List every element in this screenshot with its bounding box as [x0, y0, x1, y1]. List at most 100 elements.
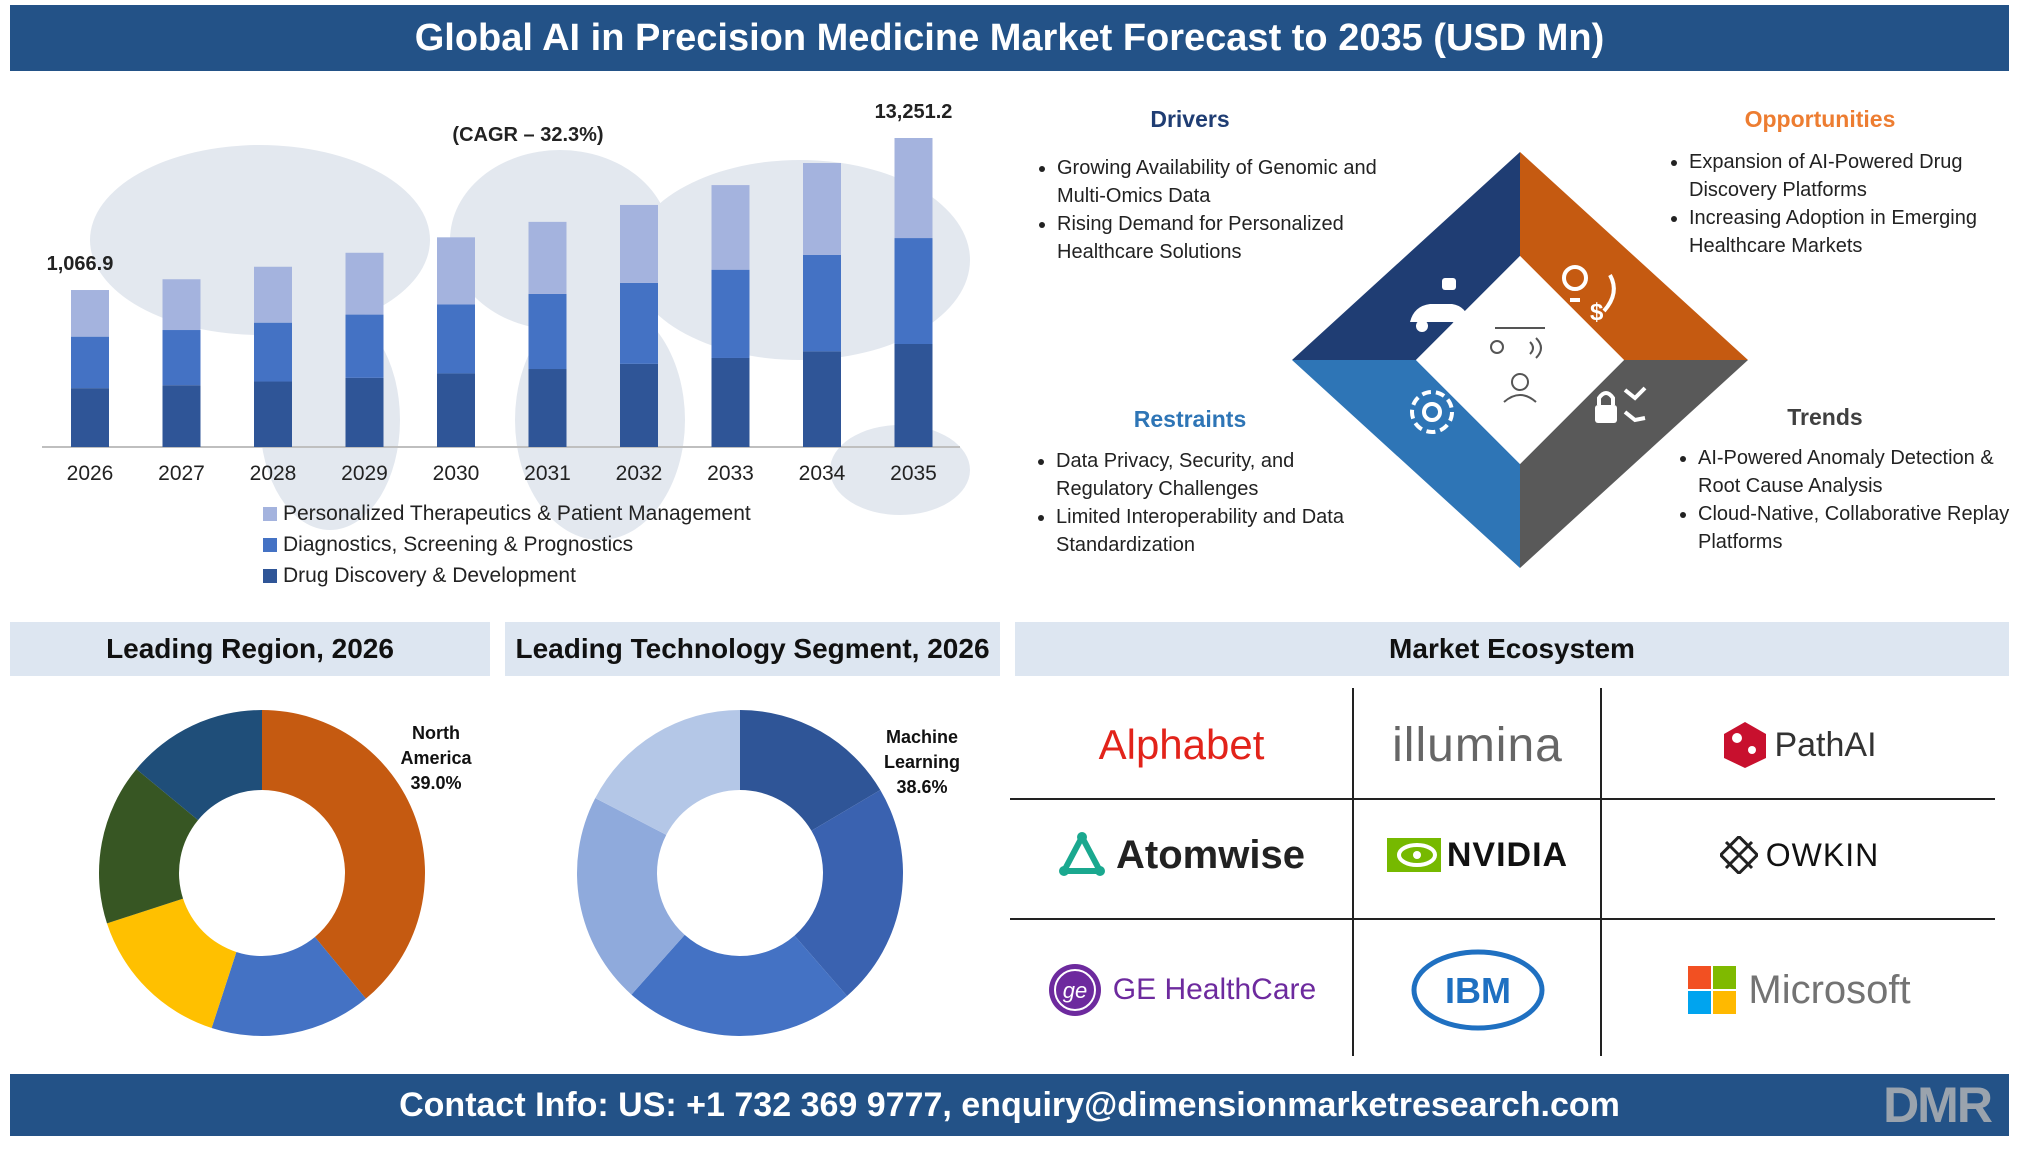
bar-2028-series-2 [254, 266, 292, 323]
market-forecast-chart: 2026 2027 2028 2029 2030 2031 2032 2033 2034 2035… [42, 101, 970, 587]
bar-2032-series-2 [620, 204, 658, 283]
legend-swatch [263, 538, 277, 552]
bar-2028-series-1 [254, 322, 292, 382]
total-labels: 1,066.9 13,251.2 [47, 101, 953, 275]
idea-dollar-icon: $ [1557, 265, 1616, 337]
bar-2032-series-0 [620, 363, 658, 447]
microsoft-squares-icon [1688, 966, 1737, 1014]
bar-2030-series-1 [437, 304, 475, 374]
x-tick-label: 2034 [799, 462, 846, 485]
opportunities-quadrant [1520, 152, 1748, 360]
bar-2031-series-0 [528, 369, 567, 447]
drivers-item: Rising Demand for Personalized Healthcar… [1057, 210, 1387, 266]
x-tick-label: 2035 [890, 462, 937, 485]
contact-footer: Contact Info: US: +1 732 369 9777, enqui… [10, 1074, 2009, 1136]
owkin-logo-text: OWKIN [1765, 836, 1880, 873]
bar-2034-series-2 [803, 163, 841, 255]
technology-value: 38.6% [896, 777, 947, 797]
drivers-title: Drivers [1150, 106, 1230, 132]
technology-heading: Leading Technology Segment, 2026 [505, 622, 1000, 676]
x-tick-label: 2032 [616, 462, 663, 485]
technology-slice [740, 710, 881, 831]
trends-item: Cloud-Native, Collaborative Replay Platf… [1698, 500, 2020, 556]
ecosystem-grid-lines [1010, 688, 1995, 1056]
svg-text:ge: ge [1063, 978, 1087, 1003]
contact-info: Contact Info: US: +1 732 369 9777, enqui… [399, 1086, 1620, 1124]
bar-2033-series-0 [711, 357, 750, 447]
bar-2033-series-1 [711, 269, 750, 358]
bar-2029-series-0 [345, 377, 384, 447]
technology-slice [595, 710, 740, 835]
opportunities-list: Expansion of AI-Powered Drug Discovery P… [1657, 148, 2019, 260]
ge-healthcare-logo-text: GE HealthCare [1112, 973, 1317, 1006]
region-donut-chart: North America 39.0% [99, 710, 473, 1036]
restraints-title: Restraints [1133, 406, 1247, 432]
technology-label-line1: Machine [886, 727, 958, 747]
pathai-mark-icon [1724, 722, 1767, 768]
bar-2030-series-2 [437, 237, 475, 305]
bar-2027-series-2 [162, 279, 201, 331]
atomwise-logo-text: Atomwise [1116, 832, 1305, 877]
drivers-list: Growing Availability of Genomic and Mult… [1025, 154, 1387, 266]
ecosystem-heading: Market Ecosystem [1015, 622, 2009, 676]
restraints-item: Data Privacy, Security, and Regulatory C… [1056, 447, 1376, 503]
x-tick-label: 2031 [524, 462, 571, 485]
total-label: 13,251.2 [875, 101, 953, 123]
region-slice [106, 898, 237, 1029]
x-tick-labels: 2026 2027 2028 2029 2030 2031 2032 2033 2034 2035 [67, 462, 937, 485]
center-square [1416, 256, 1624, 464]
illumina-logo-text: illumina [1392, 718, 1563, 772]
trends-item: AI-Powered Anomaly Detection & Root Caus… [1698, 444, 2020, 500]
gear-icon [1410, 390, 1454, 434]
bar-2029-series-1 [345, 314, 384, 378]
region-slice [211, 936, 366, 1036]
legend-label: Personalized Therapeutics & Patient Mana… [283, 502, 751, 525]
atomwise-mark-icon [1059, 832, 1106, 876]
region-slice [136, 710, 262, 821]
ibm-mark-icon: IBM [1411, 949, 1544, 1031]
x-tick-label: 2027 [158, 462, 205, 485]
bar-2030-series-0 [437, 373, 475, 447]
lock-trend-icon [1595, 386, 1647, 423]
region-value: 39.0% [410, 773, 461, 793]
opportunities-item: Expansion of AI-Powered Drug Discovery P… [1689, 148, 2019, 204]
region-slices [99, 710, 425, 1036]
total-label: 1,066.9 [47, 253, 114, 275]
bar-2028-series-0 [254, 381, 292, 447]
pathai-logo: PathAI [1602, 700, 1997, 790]
bar-2031-series-2 [528, 221, 567, 294]
legend-swatch [263, 569, 277, 583]
technology-slice [577, 798, 685, 995]
restraints-quadrant [1292, 360, 1520, 568]
nvidia-eye-icon [1386, 838, 1441, 872]
opportunities-item: Increasing Adoption in Emerging Healthca… [1689, 204, 2019, 260]
region-slice [99, 769, 199, 924]
technology-slices [577, 710, 903, 1036]
microsoft-logo: Microsoft [1602, 940, 1997, 1040]
nvidia-logo: NVIDIA [1355, 805, 1600, 905]
bar-2035-series-2 [894, 138, 933, 239]
cagr-annotation: (CAGR – 32.3%) [452, 124, 603, 146]
opportunities-title: Opportunities [1744, 106, 1896, 132]
ibm-logo-text: IBM [1445, 970, 1511, 1011]
alphabet-logo-text: Alphabet [1098, 721, 1265, 768]
atomwise-logo: Atomwise [1010, 805, 1353, 905]
legend-label: Diagnostics, Screening & Prognostics [283, 533, 633, 556]
owkin-mark-icon [1719, 836, 1758, 874]
region-label-line1: North [412, 723, 460, 743]
technology-slice [631, 934, 848, 1036]
bar-2026-series-1 [71, 336, 109, 389]
dmr-logo: DMR [1883, 1077, 1993, 1133]
svg-text:$: $ [1590, 299, 1604, 326]
page-title: Global AI in Precision Medicine Market F… [10, 5, 2009, 71]
x-tick-label: 2030 [433, 462, 480, 485]
x-tick-label: 2029 [341, 462, 388, 485]
region-slice [262, 710, 425, 999]
bar-2035-series-0 [894, 344, 933, 447]
technology-donut-chart: Machine Learning 38.6% [577, 710, 960, 1036]
ge-healthcare-logo: ge GE HealthCare [1010, 940, 1353, 1040]
drivers-item: Growing Availability of Genomic and Mult… [1057, 154, 1387, 210]
illumina-logo: illumina [1355, 700, 1600, 790]
alphabet-logo: Alphabet [1010, 700, 1353, 790]
chart-legend: Personalized Therapeutics & Patient Mana… [263, 502, 751, 587]
